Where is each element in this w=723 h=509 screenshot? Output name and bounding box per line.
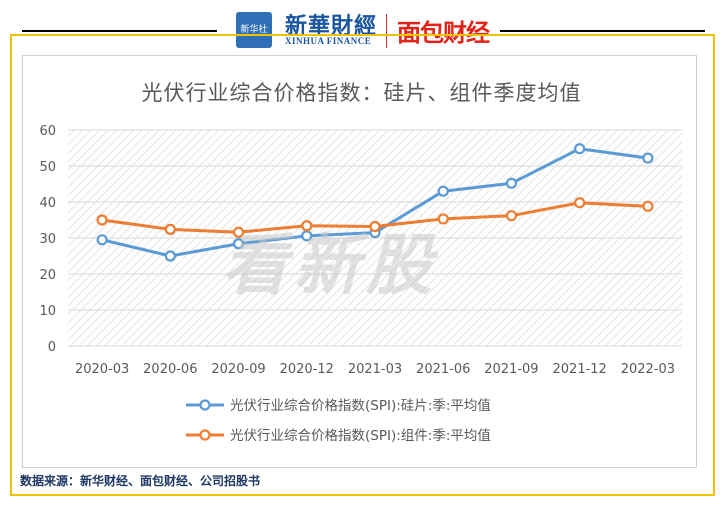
- chart-title: 光伏行业综合价格指数：硅片、组件季度均值: [141, 81, 582, 105]
- data-point: [437, 185, 449, 197]
- data-point: [301, 220, 313, 232]
- data-point: [574, 197, 586, 209]
- data-point: [437, 213, 449, 225]
- x-tick-label: 2021-06: [416, 362, 470, 377]
- data-point: [574, 143, 586, 155]
- x-tick-label: 2022-03: [621, 362, 675, 377]
- y-tick-label: 10: [39, 304, 56, 319]
- data-point: [369, 220, 381, 233]
- gridlines: [68, 129, 682, 347]
- header-rule-right: [500, 30, 705, 32]
- series-lines: [96, 143, 654, 262]
- data-point: [505, 210, 518, 222]
- legend-label-2: 光伏行业综合价格指数(SPI):组件:季:平均值: [230, 428, 491, 444]
- y-tick-label: 0: [48, 340, 56, 355]
- x-tick-label: 2021-09: [484, 362, 538, 377]
- yellow-frame: [10, 34, 715, 496]
- x-tick-label: 2021-12: [553, 362, 607, 377]
- xinhua-seal-logo: 新华社: [236, 12, 272, 48]
- legend-marker-2: [199, 429, 211, 441]
- y-tick-label: 30: [39, 232, 56, 247]
- x-axis-ticks: 2020-03 2020-06 2020-09 2020-12 2021-03 2021-…: [75, 362, 675, 377]
- watermark: 看新股: [222, 227, 438, 304]
- brand-name-en: XINHUA FINANCE: [285, 36, 372, 46]
- x-tick-label: 2020-03: [75, 362, 129, 377]
- x-tick-label: 2020-09: [211, 362, 265, 377]
- mianbao-finance-logo: 面包财经: [397, 19, 490, 47]
- data-point: [96, 234, 108, 246]
- x-tick-label: 2020-12: [280, 362, 334, 377]
- seal-text: 新华社: [240, 25, 268, 35]
- legend: 光伏行业综合价格指数(SPI):硅片:季:平均值光伏行业综合价格指数(SPI):…: [186, 398, 491, 444]
- data-point: [505, 177, 518, 189]
- y-tick-label: 20: [39, 268, 56, 283]
- legend-label-1: 光伏行业综合价格指数(SPI):硅片:季:平均值: [230, 398, 491, 414]
- brand-separator: [386, 14, 387, 48]
- data-point: [232, 238, 245, 250]
- header-rule-left: [22, 30, 217, 32]
- x-tick-label: 2020-06: [143, 362, 197, 377]
- data-point: [164, 223, 176, 235]
- data-point: [164, 250, 176, 262]
- data-point: [642, 152, 654, 164]
- data-point: [232, 226, 245, 238]
- legend-marker-1: [199, 399, 211, 411]
- y-tick-label: 60: [39, 124, 56, 139]
- x-tick-label: 2021-03: [348, 362, 402, 377]
- y-tick-label: 50: [39, 160, 56, 175]
- y-axis-ticks: 0 10 20 30 40 50 60: [39, 124, 56, 355]
- data-source-note: 数据来源：新华财经、面包财经、公司招股书: [20, 474, 261, 488]
- data-point: [642, 200, 654, 212]
- y-tick-label: 40: [39, 196, 56, 211]
- data-point: [96, 214, 108, 226]
